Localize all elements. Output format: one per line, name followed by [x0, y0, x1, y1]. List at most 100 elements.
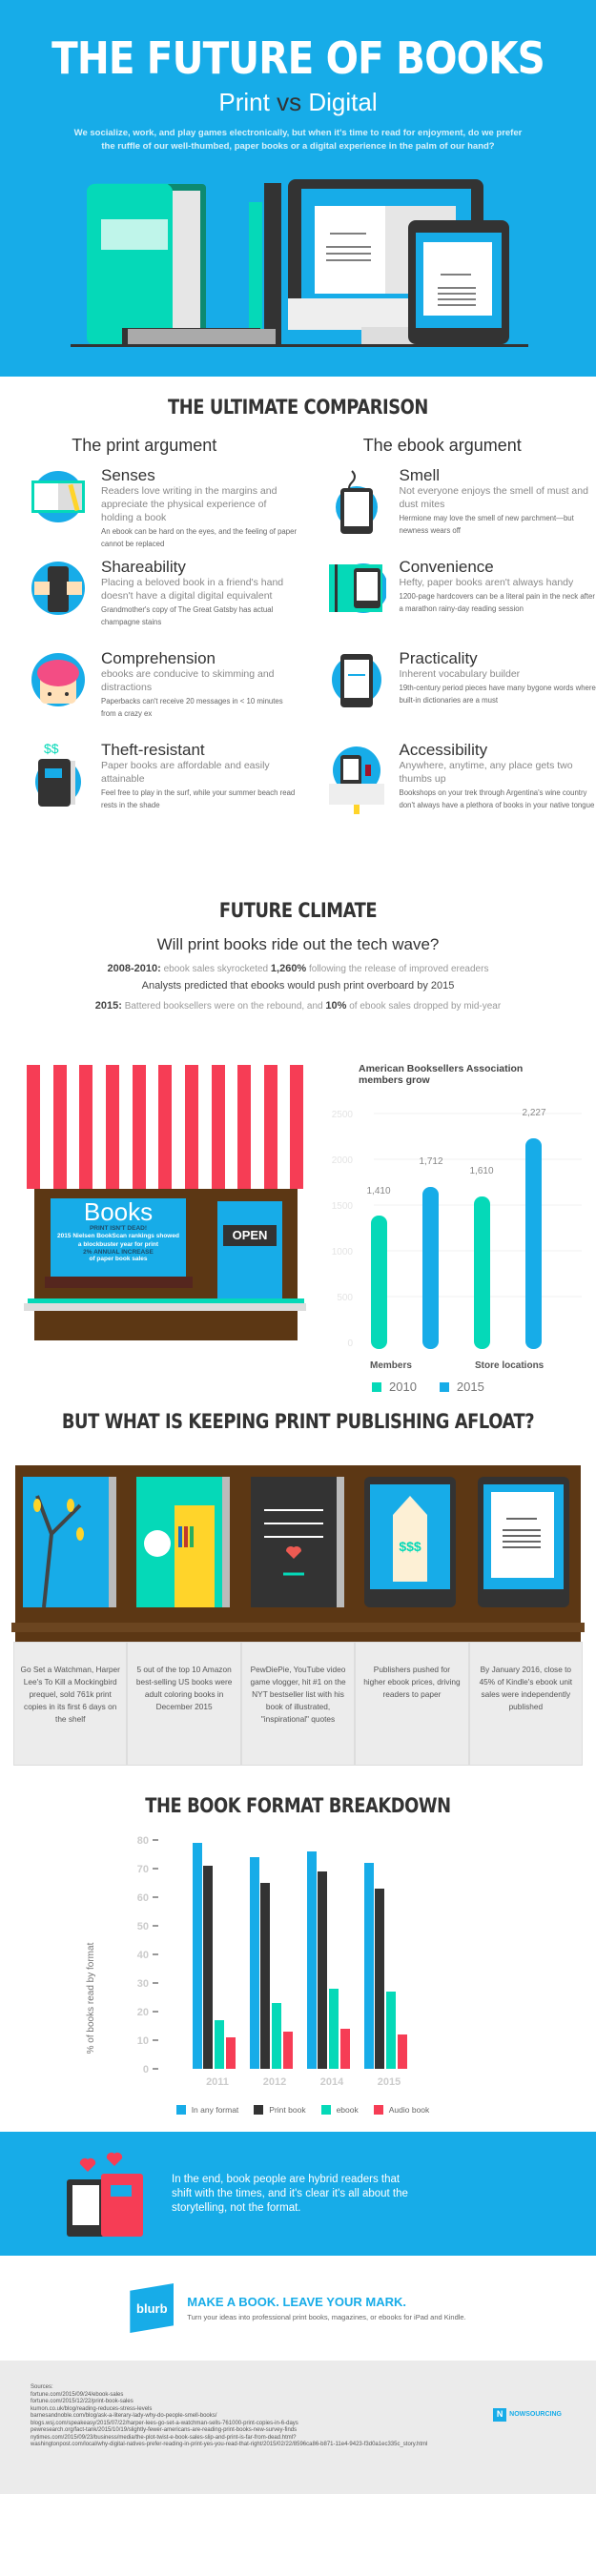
ereader-dictionary-icon [327, 650, 386, 709]
format-bar-chart: 80 70 60 50 40 30 20 10 0 [137, 1835, 407, 2075]
book-dollar-icon: $$ [29, 741, 88, 807]
source-link[interactable]: barnesandnoble.com/blog/ask-a-literary-l… [31, 2413, 217, 2419]
argument-lead: Inherent vocabulary builder [399, 668, 521, 680]
legend-swatch-2010 [372, 1381, 381, 1392]
argument-comprehension: Comprehension ebooks are conducive to ski… [29, 650, 298, 742]
subtitle-digital: Digital [308, 88, 378, 116]
argument-smell: Smell Not everyone enjoys the smell of mu… [327, 467, 596, 559]
source-link[interactable]: nytimes.com/2015/09/23/business/media/th… [31, 2434, 297, 2441]
format-breakdown-section: THE BOOK FORMAT BREAKDOWN % of books rea… [0, 1766, 596, 2115]
svg-text:500: 500 [337, 1293, 353, 1303]
hands-sharing-book-icon [29, 559, 88, 618]
argument-theft-resistant: $$ Theft-resistant Paper books are afford… [29, 741, 298, 833]
print-argument-column: The print argument Senses Readers love wr… [0, 436, 298, 833]
argument-detail: 19th-century period pieces have many byg… [399, 684, 596, 705]
aba-legend: 2010 2015 [372, 1380, 484, 1394]
legend-audio: Audio book [388, 2105, 430, 2115]
argument-detail: Feel free to play in the surf, while you… [101, 788, 296, 809]
bookshelf-illustration: $$$ [11, 1465, 585, 1642]
tree-book-cover-icon [23, 1477, 116, 1608]
comparison-section: THE ULTIMATE COMPARISON The print argume… [0, 377, 596, 844]
open-sign: OPEN [232, 1228, 268, 1242]
breakdown-title: THE BOOK FORMAT BREAKDOWN [145, 1794, 451, 1817]
legend-2010: 2010 [389, 1380, 417, 1394]
conclusion-text: In the end, book people are hybrid reade… [172, 2173, 408, 2214]
source-link[interactable]: fortune.com/2015/12/22/print-book-sales [31, 2399, 134, 2404]
source-link[interactable]: washingtonpost.com/local/why-digital-nat… [31, 2442, 428, 2447]
x-label: 2011 [206, 2076, 229, 2088]
source-link[interactable]: kumon.co.uk/blog/reading-reduces-stress-… [31, 2405, 153, 2412]
argument-lead: Paper books are affordable and easily at… [101, 760, 270, 785]
aba-bar-chart: 2500 2000 1500 1000 500 0 1,410 1,712 1,610 2,22… [332, 1108, 582, 1349]
climate-title: FUTURE CLIMATE [218, 899, 378, 922]
future-climate-section: FUTURE CLIMATE Will print books ride out… [0, 844, 596, 1394]
svg-text:0: 0 [143, 2064, 149, 2075]
source-link[interactable]: blogs.wsj.com/speakeasy/2015/07/22/harpe… [31, 2420, 298, 2426]
shelf-board [11, 1623, 585, 1632]
svg-text:30: 30 [137, 1978, 149, 1990]
afloat-card: By January 2016, close to 45% of Kindle'… [468, 1642, 584, 1766]
x-label-store-locations: Store locations [475, 1360, 545, 1371]
argument-detail: 1200-page hardcovers can be a literal pa… [399, 592, 595, 613]
main-title: THE FUTURE OF BOOKS [51, 32, 545, 84]
svg-text:$$: $$ [44, 742, 59, 756]
svg-text:10: 10 [137, 2035, 149, 2047]
svg-text:80: 80 [137, 1835, 149, 1847]
legend-swatch-audio [373, 2105, 383, 2115]
x-label: 2014 [319, 2076, 344, 2088]
argument-title: Senses [101, 466, 155, 484]
climate-question: Will print books ride out the tech wave? [156, 935, 440, 953]
awning-storefront-shape [24, 1065, 306, 1340]
open-book-pencil-icon [29, 467, 88, 526]
argument-lead: Placing a beloved book in a friend's han… [101, 577, 284, 602]
quotes-book-cover-icon [250, 1477, 344, 1607]
store-window: Books PRINT ISN'T DEAD! 2015 Nielsen Boo… [51, 1198, 186, 1262]
subtitle-vs: vs [277, 88, 302, 116]
legend-any-format: In any format [191, 2105, 239, 2115]
nowsourcing-text: NOWSOURCING [509, 2411, 562, 2419]
sources-label: Sources: [31, 2384, 53, 2390]
argument-detail: An ebook can be hard on the eyes, and th… [101, 527, 298, 548]
source-link[interactable]: fortune.com/2015/09/24/ebook-sales [31, 2391, 124, 2398]
coloring-book-cover-icon [136, 1477, 231, 1607]
source-link[interactable]: pewresearch.org/fact-tank/2015/10/19/sli… [31, 2427, 298, 2433]
subtitle-print: Print [218, 88, 270, 116]
ereader-steam-icon [327, 467, 386, 534]
argument-practicality: Practicality Inherent vocabulary builder 1… [327, 650, 596, 742]
price-tag-text: $$$ [399, 1539, 421, 1554]
svg-text:70: 70 [137, 1864, 149, 1875]
argument-title: Shareability [101, 558, 186, 576]
argument-senses: Senses Readers love writing in the margin… [29, 467, 298, 559]
argument-title: Convenience [399, 558, 494, 576]
legend-swatch-any [175, 2105, 186, 2115]
svg-text:1,410: 1,410 [366, 1186, 390, 1196]
argument-title: Comprehension [101, 649, 216, 667]
x-label: 2012 [262, 2076, 287, 2088]
svg-text:1,712: 1,712 [419, 1156, 442, 1167]
afloat-card: 5 out of the top 10 Amazon best-selling … [127, 1642, 241, 1766]
argument-lead: Anywhere, anytime, any place gets two th… [399, 760, 573, 785]
blurb-logo[interactable]: blurb [130, 2283, 175, 2333]
svg-text:2,227: 2,227 [522, 1108, 545, 1118]
blurb-body: Turn your ideas into professional print … [187, 2312, 466, 2321]
argument-convenience: Convenience Hefty, paper books aren't alw… [327, 559, 596, 650]
svg-text:50: 50 [137, 1921, 149, 1932]
x-axis-labels: 2011 2012 2014 2015 [189, 2076, 418, 2088]
ebook-argument-column: The ebook argument Smell Not everyone enj… [298, 436, 596, 833]
argument-lead: ebooks are conducive to skimming and dis… [101, 668, 275, 693]
svg-text:2000: 2000 [332, 1155, 354, 1166]
format-breakdown-chart: % of books read by format 80 70 60 50 40 30 20… [0, 1827, 596, 2103]
legend-print: Print book [269, 2105, 306, 2115]
blurb-ad[interactable]: blurb MAKE A BOOK. LEAVE YOUR MARK. Turn… [0, 2256, 596, 2361]
argument-title: Practicality [399, 649, 478, 667]
store-stat-label: of paper book sales [89, 1256, 148, 1262]
legend-swatch-print [254, 2105, 264, 2115]
climate-line-1: 2008-2010: ebook sales skyrocketed 1,260… [107, 963, 489, 974]
argument-title: Accessibility [399, 741, 488, 759]
store-text: 2015 Nielsen BookScan rankings showed a … [57, 1233, 179, 1248]
comparison-title: THE ULTIMATE COMPARISON [168, 396, 428, 419]
aba-members-chart: American Booksellers Association members… [315, 1046, 596, 1394]
argument-lead: Readers love writing in the margins and … [101, 485, 277, 523]
store-sign: Books [83, 1197, 154, 1226]
nowsourcing-logo[interactable]: N NOWSOURCING [493, 2408, 562, 2422]
